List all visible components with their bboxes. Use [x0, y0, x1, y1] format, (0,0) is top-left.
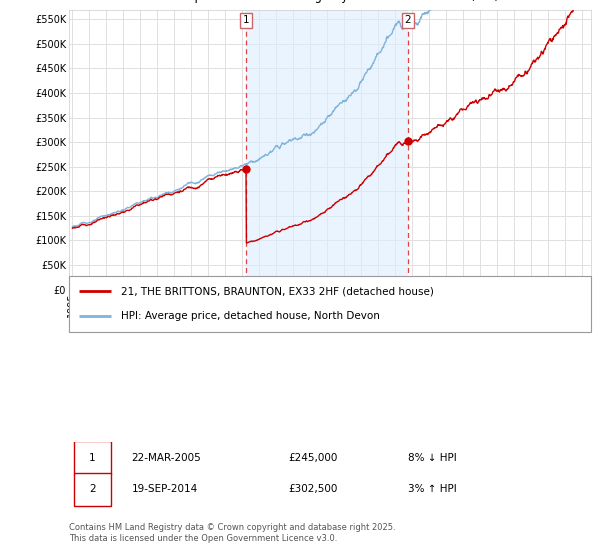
Text: £245,000: £245,000 [288, 452, 338, 463]
Text: 1: 1 [243, 15, 250, 25]
FancyBboxPatch shape [74, 473, 111, 506]
Text: Price paid vs. HM Land Registry's House Price Index (HPI): Price paid vs. HM Land Registry's House … [161, 0, 499, 2]
FancyBboxPatch shape [74, 441, 111, 474]
Text: Contains HM Land Registry data © Crown copyright and database right 2025.
This d: Contains HM Land Registry data © Crown c… [69, 522, 395, 543]
Text: 22-MAR-2005: 22-MAR-2005 [131, 452, 202, 463]
Text: 2: 2 [89, 484, 96, 494]
Text: 19-SEP-2014: 19-SEP-2014 [131, 484, 198, 494]
Text: 2: 2 [404, 15, 411, 25]
Text: 1: 1 [89, 452, 96, 463]
FancyBboxPatch shape [69, 276, 591, 332]
Text: £302,500: £302,500 [288, 484, 338, 494]
Bar [246, 10, 408, 290]
Text: HPI: Average price, detached house, North Devon: HPI: Average price, detached house, Nort… [121, 311, 380, 321]
Text: 21, THE BRITTONS, BRAUNTON, EX33 2HF (detached house): 21, THE BRITTONS, BRAUNTON, EX33 2HF (de… [121, 286, 434, 296]
Text: 8% ↓ HPI: 8% ↓ HPI [409, 452, 457, 463]
Text: 3% ↑ HPI: 3% ↑ HPI [409, 484, 457, 494]
